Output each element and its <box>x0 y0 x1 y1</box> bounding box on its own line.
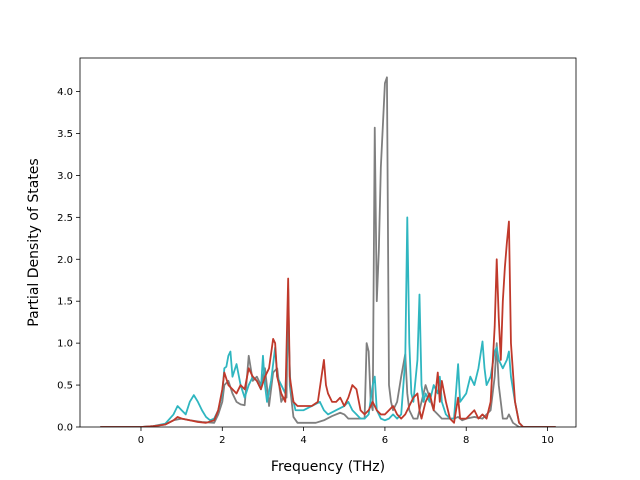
x-axis: 0 2 4 6 8 10 <box>138 427 554 446</box>
y-tick-label: 0.5 <box>57 381 73 392</box>
x-tick-label: 2 <box>219 435 225 446</box>
series-line-3 <box>100 220 556 427</box>
y-axis: 0.0 0.5 1.0 1.5 2.0 2.5 3.0 3.5 4.0 <box>57 87 80 434</box>
y-tick-label: 2.0 <box>57 255 73 266</box>
x-tick-label: 8 <box>463 435 469 446</box>
series-layer <box>100 76 556 427</box>
y-axis-label: Partial Density of States <box>26 158 42 326</box>
plot-area-frame <box>79 57 577 428</box>
y-tick-label: 1.5 <box>57 297 73 308</box>
y-tick-label: 3.0 <box>57 171 73 182</box>
x-axis-label: Frequency (THz) <box>271 459 385 475</box>
y-tick-label: 2.5 <box>57 213 73 224</box>
y-tick-label: 3.5 <box>57 129 73 140</box>
y-tick-label: 4.0 <box>57 87 73 98</box>
x-tick-label: 0 <box>138 435 144 446</box>
y-tick-label: 0.0 <box>57 423 73 434</box>
x-tick-label: 10 <box>541 435 554 446</box>
y-tick-label: 1.0 <box>57 339 73 350</box>
x-tick-label: 4 <box>300 435 306 446</box>
series-line-1 <box>100 76 556 427</box>
x-tick-label: 6 <box>382 435 388 446</box>
